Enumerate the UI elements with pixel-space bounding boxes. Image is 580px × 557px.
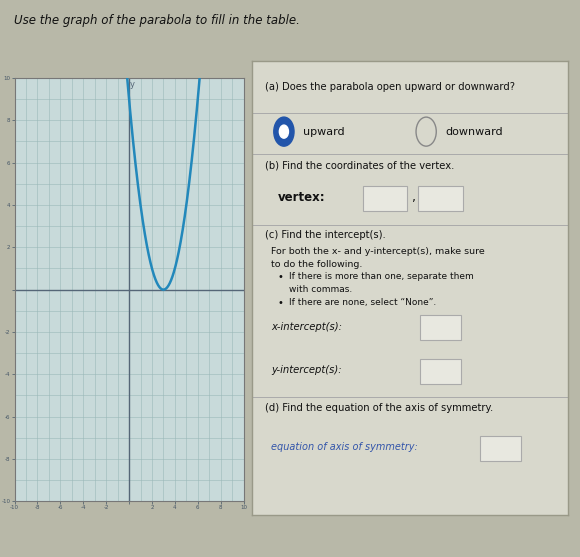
Text: vertex:: vertex: — [278, 191, 325, 204]
Text: (d) Find the equation of the axis of symmetry.: (d) Find the equation of the axis of sym… — [265, 403, 493, 413]
Text: (c) Find the intercept(s).: (c) Find the intercept(s). — [265, 230, 386, 240]
Bar — [420, 315, 461, 340]
Bar — [420, 359, 461, 384]
Text: If there is more than one, separate them: If there is more than one, separate them — [289, 272, 473, 281]
Text: with commas.: with commas. — [289, 285, 352, 294]
Circle shape — [274, 117, 294, 146]
Text: •: • — [278, 272, 284, 282]
Text: Use the graph of the parabola to fill in the table.: Use the graph of the parabola to fill in… — [14, 14, 300, 27]
Text: equation of axis of symmetry:: equation of axis of symmetry: — [271, 442, 418, 452]
Text: downward: downward — [445, 126, 503, 136]
Bar — [480, 436, 521, 461]
Text: upward: upward — [303, 126, 345, 136]
Text: y-intercept(s):: y-intercept(s): — [271, 365, 342, 375]
Text: ,: , — [412, 191, 416, 204]
Text: •: • — [278, 298, 284, 308]
Bar — [418, 186, 462, 211]
Text: to do the following.: to do the following. — [271, 260, 362, 269]
Text: If there are none, select “None”.: If there are none, select “None”. — [289, 298, 436, 307]
Bar — [363, 186, 407, 211]
Text: x-intercept(s):: x-intercept(s): — [271, 322, 342, 332]
Text: y: y — [130, 80, 135, 89]
Text: (a) Does the parabola open upward or downward?: (a) Does the parabola open upward or dow… — [265, 82, 515, 92]
Text: (b) Find the coordinates of the vertex.: (b) Find the coordinates of the vertex. — [265, 160, 454, 170]
Circle shape — [280, 125, 288, 138]
Text: For both the x- and y-intercept(s), make sure: For both the x- and y-intercept(s), make… — [271, 247, 485, 256]
